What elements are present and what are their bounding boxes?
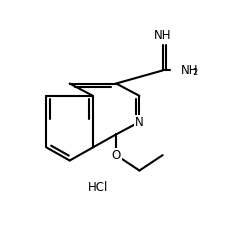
Text: NH: NH: [154, 29, 171, 42]
Text: NH: NH: [181, 64, 199, 77]
Text: N: N: [135, 116, 144, 128]
Text: 2: 2: [192, 68, 197, 77]
Text: HCl: HCl: [87, 181, 108, 194]
Text: O: O: [112, 149, 121, 162]
